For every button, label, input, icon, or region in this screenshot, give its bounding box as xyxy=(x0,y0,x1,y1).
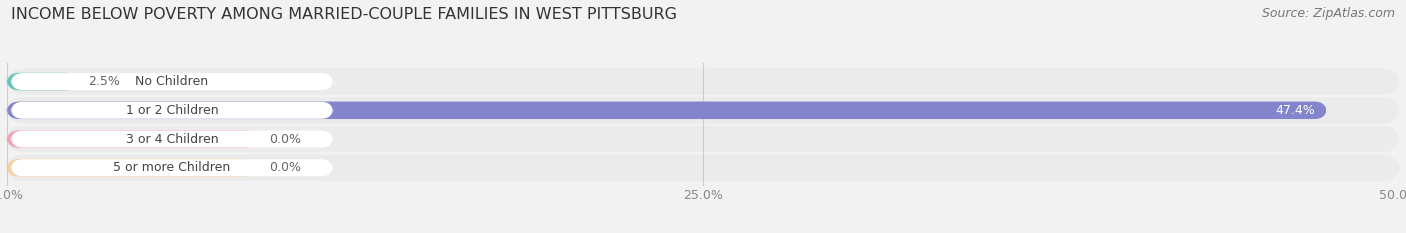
FancyBboxPatch shape xyxy=(7,155,1399,181)
Text: 0.0%: 0.0% xyxy=(269,133,301,146)
FancyBboxPatch shape xyxy=(7,130,257,148)
Text: 47.4%: 47.4% xyxy=(1275,104,1316,117)
Text: INCOME BELOW POVERTY AMONG MARRIED-COUPLE FAMILIES IN WEST PITTSBURG: INCOME BELOW POVERTY AMONG MARRIED-COUPL… xyxy=(11,7,678,22)
Text: 3 or 4 Children: 3 or 4 Children xyxy=(125,133,218,146)
FancyBboxPatch shape xyxy=(11,73,333,90)
Text: 5 or more Children: 5 or more Children xyxy=(114,161,231,174)
FancyBboxPatch shape xyxy=(11,159,333,176)
FancyBboxPatch shape xyxy=(7,69,1399,95)
Text: Source: ZipAtlas.com: Source: ZipAtlas.com xyxy=(1261,7,1395,20)
FancyBboxPatch shape xyxy=(7,73,77,90)
Text: 0.0%: 0.0% xyxy=(269,161,301,174)
Text: 1 or 2 Children: 1 or 2 Children xyxy=(125,104,218,117)
FancyBboxPatch shape xyxy=(7,97,1399,123)
FancyBboxPatch shape xyxy=(7,159,257,176)
FancyBboxPatch shape xyxy=(11,130,333,147)
Text: 2.5%: 2.5% xyxy=(87,75,120,88)
Text: No Children: No Children xyxy=(135,75,208,88)
FancyBboxPatch shape xyxy=(7,102,1327,119)
FancyBboxPatch shape xyxy=(11,102,333,119)
FancyBboxPatch shape xyxy=(7,126,1399,152)
